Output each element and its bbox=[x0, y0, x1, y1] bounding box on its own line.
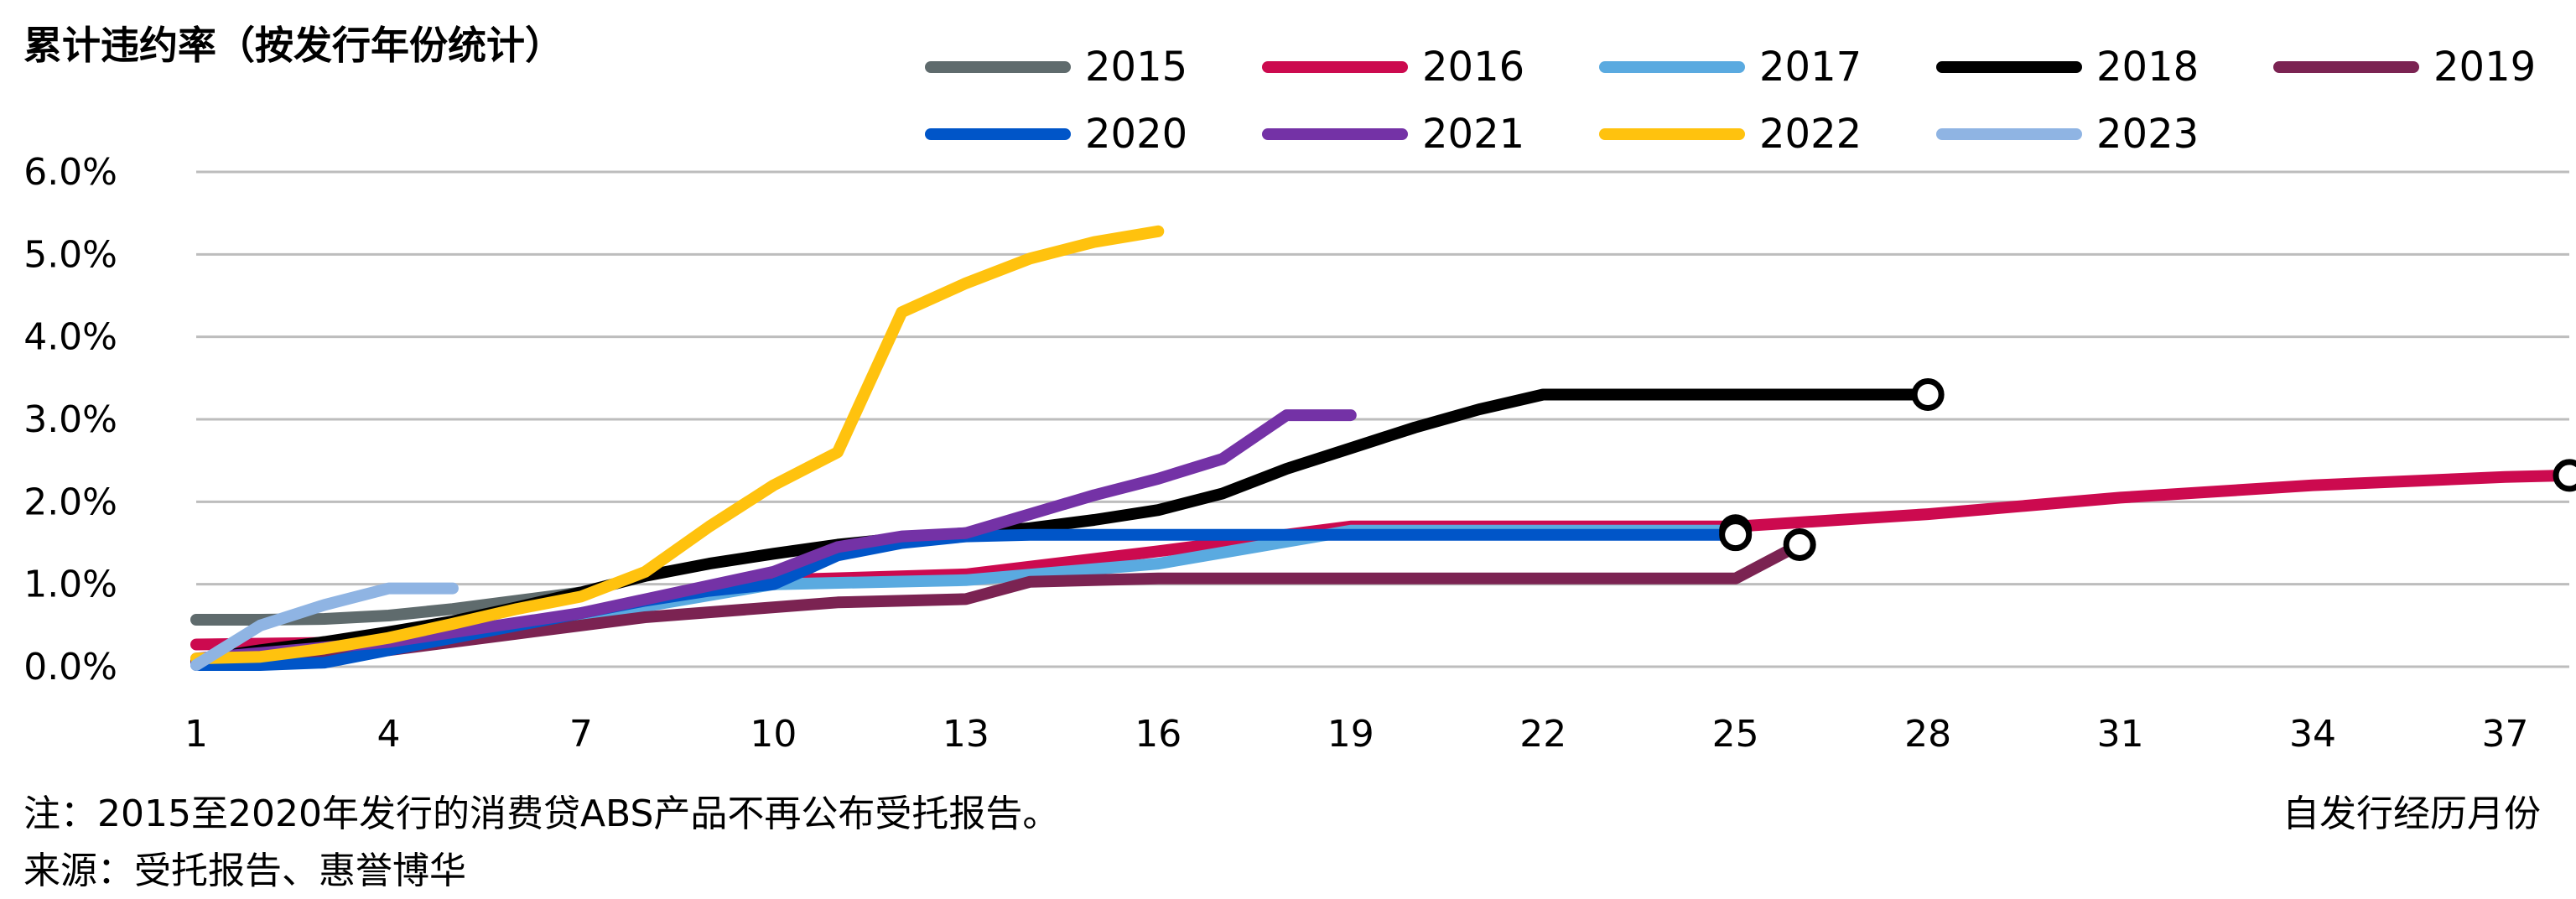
legend-label-2023: 2023 bbox=[2096, 111, 2199, 158]
x-tick-label: 25 bbox=[1712, 713, 1759, 756]
legend-label-2021: 2021 bbox=[1422, 111, 1524, 158]
end-marker-2019 bbox=[1783, 527, 1816, 561]
x-tick-label: 13 bbox=[943, 713, 989, 756]
series-line-2021 bbox=[190, 409, 1357, 665]
legend-label-2016: 2016 bbox=[1422, 44, 1524, 91]
series-line-2022 bbox=[190, 225, 1165, 665]
x-tick-label: 1 bbox=[184, 713, 208, 756]
footnote: 注：2015至2020年发行的消费贷ABS产品不再公布受托报告。 bbox=[23, 792, 1059, 835]
y-tick-label: 6.0% bbox=[23, 151, 117, 194]
x-tick-label: 19 bbox=[1327, 713, 1374, 756]
x-tick-label: 16 bbox=[1135, 713, 1182, 756]
x-tick-label: 31 bbox=[2097, 713, 2144, 756]
y-tick-label: 2.0% bbox=[23, 481, 117, 523]
legend-label-2018: 2018 bbox=[2096, 44, 2199, 91]
y-tick-label: 5.0% bbox=[23, 233, 117, 276]
x-tick-label: 28 bbox=[1904, 713, 1951, 756]
y-tick-label: 0.0% bbox=[23, 646, 117, 689]
y-tick-label: 3.0% bbox=[23, 398, 117, 441]
y-tick-label: 1.0% bbox=[23, 564, 117, 606]
x-tick-label: 34 bbox=[2289, 713, 2336, 756]
legend-label-2019: 2019 bbox=[2433, 44, 2536, 91]
x-tick-label: 37 bbox=[2482, 713, 2529, 756]
series-line-2023 bbox=[190, 582, 459, 671]
series-line-2019 bbox=[190, 538, 1806, 669]
x-tick-label: 7 bbox=[569, 713, 593, 756]
axis-layer: 0.0% 1.0% 2.0% 3.0% 4.0% 5.0% 6.0% 1 4 7 10 13 16 19 2… bbox=[23, 151, 2528, 756]
chart-title: 累计违约率（按发行年份统计） bbox=[23, 23, 564, 68]
marker-layer bbox=[1719, 378, 2576, 561]
legend-label-2017: 2017 bbox=[1759, 44, 1862, 91]
legend: 2015 2016 2017 2018 2019 2020 2021 2022 2023 bbox=[925, 44, 2536, 158]
x-tick-label: 10 bbox=[750, 713, 797, 756]
end-marker-2016 bbox=[2553, 459, 2576, 492]
x-axis-label: 自发行经历月份 bbox=[2283, 792, 2541, 835]
y-tick-label: 4.0% bbox=[23, 316, 117, 359]
legend-label-2015: 2015 bbox=[1085, 44, 1187, 91]
legend-label-2022: 2022 bbox=[1759, 111, 1862, 158]
source-note: 来源：受托报告、惠誉博华 bbox=[23, 850, 466, 892]
end-marker-2018 bbox=[1911, 378, 1945, 411]
legend-label-2020: 2020 bbox=[1085, 111, 1187, 158]
end-marker-2020 bbox=[1719, 518, 1753, 552]
x-tick-label: 22 bbox=[1519, 713, 1566, 756]
series-layer bbox=[190, 225, 2575, 671]
x-tick-label: 4 bbox=[377, 713, 400, 756]
